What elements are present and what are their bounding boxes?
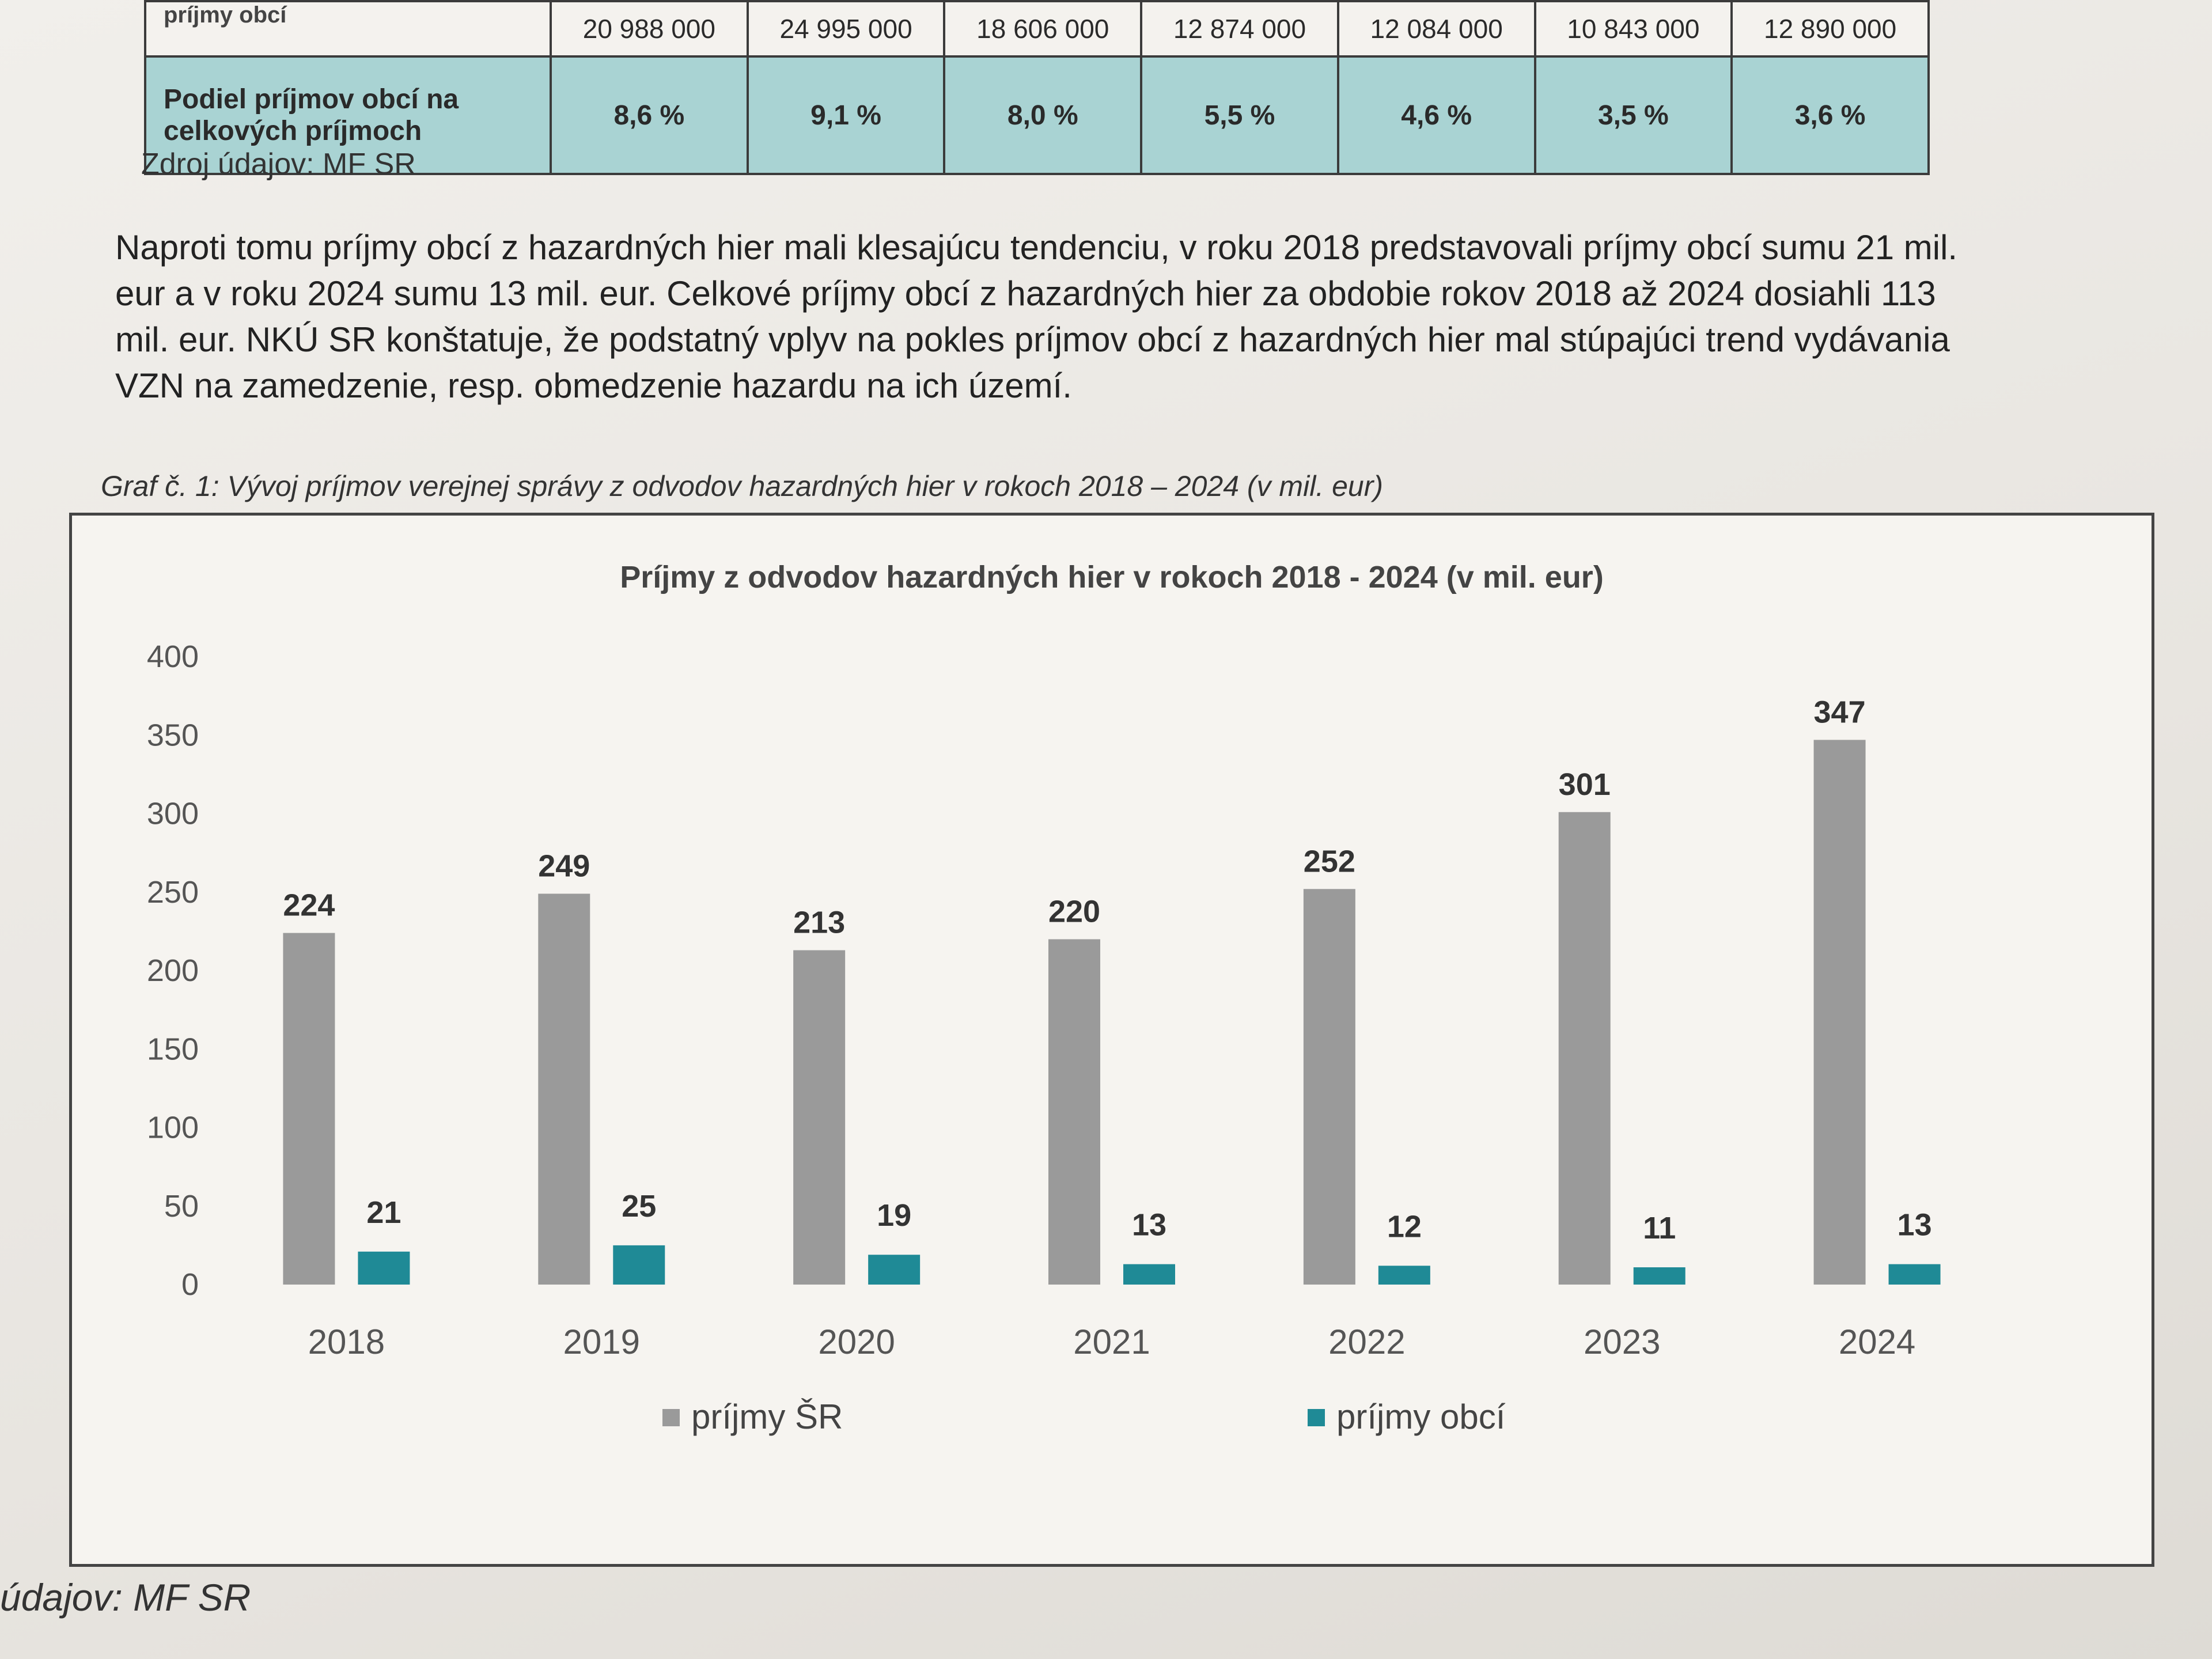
- table-cell: 3,5 %: [1533, 55, 1733, 175]
- legend-swatch: [662, 1409, 680, 1426]
- y-tick-label: 150: [147, 1032, 199, 1066]
- data-label: 213: [793, 906, 845, 940]
- body-paragraph: Naproti tomu príjmy obcí z hazardných hi…: [115, 228, 1958, 405]
- bar-príjmy ŠR-2019: [538, 893, 590, 1285]
- table-source: Zdroj údajov: MF SR: [141, 147, 416, 181]
- legend-label: príjmy obcí: [1336, 1397, 1506, 1436]
- table-cell: 12 874 000: [1140, 0, 1339, 58]
- data-label: 13: [1132, 1208, 1166, 1243]
- y-tick-label: 0: [181, 1267, 199, 1302]
- data-label: 220: [1048, 895, 1100, 929]
- row-header: Podiel príjmov obcí na celkových príjmoc…: [144, 55, 552, 175]
- legend-swatch: [1308, 1409, 1325, 1426]
- data-label: 11: [1643, 1211, 1676, 1245]
- data-label: 13: [1897, 1208, 1932, 1243]
- chart-source: údajov: MF SR: [0, 1576, 251, 1619]
- bar-príjmy obcí-2019: [613, 1245, 665, 1285]
- bar-príjmy obcí-2023: [1633, 1267, 1685, 1285]
- x-tick-label: 2024: [1839, 1323, 1915, 1361]
- data-label: 249: [538, 849, 590, 883]
- y-tick-label: 100: [147, 1111, 199, 1145]
- chart-caption: Graf č. 1: Vývoj príjmov verejnej správy…: [101, 470, 1384, 502]
- bar-chart: Príjmy z odvodov hazardných hier v rokoc…: [147, 560, 1941, 1436]
- table-cell: 12 890 000: [1730, 0, 1930, 58]
- table-cell: 10 843 000: [1533, 0, 1733, 58]
- data-label: 301: [1559, 767, 1611, 802]
- data-label: 252: [1304, 844, 1355, 878]
- y-tick-label: 300: [147, 797, 199, 831]
- bar-príjmy ŠR-2020: [793, 950, 846, 1285]
- table-cell: 3,6 %: [1730, 55, 1930, 175]
- x-tick-label: 2020: [818, 1323, 895, 1361]
- bar-príjmy ŠR-2023: [1558, 812, 1611, 1285]
- table-row: Podiel príjmov obcí na celkových príjmoc…: [144, 55, 1930, 175]
- bar-príjmy ŠR-2018: [283, 933, 335, 1285]
- bar-príjmy obcí-2022: [1378, 1266, 1430, 1285]
- table-cell: 12 084 000: [1336, 0, 1536, 58]
- table-cell: 8,6 %: [550, 55, 749, 175]
- row-header: príjmy obcí: [144, 0, 552, 58]
- data-label: 21: [366, 1195, 401, 1230]
- x-tick-label: 2022: [1328, 1323, 1405, 1361]
- x-tick-label: 2019: [563, 1323, 640, 1361]
- bar-príjmy obcí-2020: [868, 1255, 921, 1285]
- y-tick-label: 200: [147, 953, 199, 988]
- table-cell: 18 606 000: [943, 0, 1143, 58]
- x-tick-label: 2023: [1584, 1323, 1660, 1361]
- table-cell: 9,1 %: [746, 55, 946, 175]
- bar-príjmy ŠR-2024: [1813, 740, 1866, 1285]
- legend-label: príjmy ŠR: [691, 1397, 843, 1436]
- data-label: 224: [283, 888, 335, 923]
- table-row: príjmy obcí 20 988 000 24 995 000 18 606…: [144, 0, 1930, 58]
- table-cell: 4,6 %: [1336, 55, 1536, 175]
- x-tick-label: 2018: [308, 1323, 385, 1361]
- bar-príjmy obcí-2024: [1888, 1264, 1941, 1285]
- revenue-table: príjmy obcí 20 988 000 24 995 000 18 606…: [144, 0, 1930, 175]
- chart-title: Príjmy z odvodov hazardných hier v rokoc…: [620, 560, 1604, 594]
- data-label: 12: [1387, 1209, 1422, 1244]
- chart-frame: [69, 513, 2154, 1567]
- table-cell: 20 988 000: [550, 0, 749, 58]
- bar-príjmy ŠR-2021: [1048, 939, 1100, 1285]
- table-cell: 5,5 %: [1140, 55, 1339, 175]
- bar-príjmy obcí-2018: [358, 1251, 410, 1285]
- y-tick-label: 400: [147, 639, 199, 674]
- y-tick-label: 250: [147, 875, 199, 910]
- bar-príjmy obcí-2021: [1123, 1264, 1175, 1285]
- table-cell: 8,0 %: [943, 55, 1143, 175]
- bar-príjmy ŠR-2022: [1303, 889, 1355, 1285]
- table-cell: 24 995 000: [746, 0, 946, 58]
- x-tick-label: 2021: [1073, 1323, 1150, 1361]
- data-label: 347: [1814, 695, 1866, 729]
- data-label: 25: [622, 1189, 656, 1224]
- y-tick-label: 50: [164, 1189, 199, 1224]
- data-label: 19: [877, 1198, 911, 1233]
- y-tick-label: 350: [147, 718, 199, 752]
